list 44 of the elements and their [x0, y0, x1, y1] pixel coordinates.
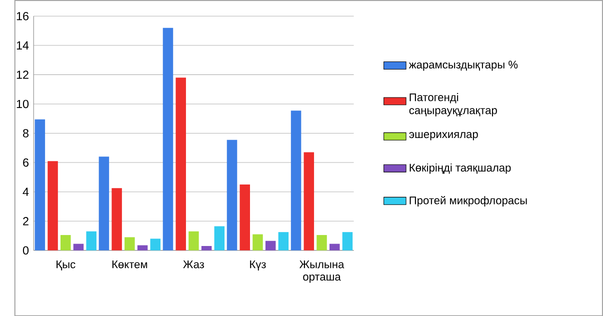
y-tick-label: 4 — [22, 188, 29, 196]
bar — [112, 188, 122, 250]
bar — [252, 234, 263, 250]
bar — [304, 152, 314, 250]
bar — [73, 244, 84, 250]
x-tick-label: Күз — [250, 260, 266, 270]
legend-label: эшерихиялар — [409, 132, 478, 140]
x-tick-label: Жылына орташа — [299, 260, 344, 283]
bar — [226, 140, 238, 250]
legend-label: жарамсыздықтары % — [408, 60, 518, 71]
bar — [316, 234, 327, 250]
bar — [176, 77, 186, 250]
bar — [48, 160, 58, 250]
y-tick-label: 6 — [23, 158, 29, 167]
x-tick-label: Жаз — [183, 260, 204, 268]
bar — [98, 156, 110, 250]
y-tick-label: 8 — [23, 128, 29, 138]
bar — [201, 246, 212, 250]
y-tick-label: 14 — [16, 41, 29, 50]
legend-label: Протей микрофлорасы — [410, 196, 527, 206]
bar — [342, 232, 353, 250]
x-tick-label: Көктем — [112, 260, 148, 268]
bar — [150, 238, 161, 250]
bar — [214, 226, 225, 250]
bar — [60, 234, 71, 250]
bar — [278, 232, 289, 250]
bar — [86, 231, 96, 250]
y-tick-label: 2 — [23, 216, 28, 226]
bar — [188, 231, 199, 250]
legend-label: Көкіріңді таяқшалар — [410, 163, 511, 174]
y-tick-label: 10 — [16, 100, 29, 108]
bar — [329, 244, 340, 250]
bar — [240, 184, 250, 250]
y-tick-label: 16 — [16, 12, 29, 20]
bar — [265, 240, 276, 250]
y-tick-label: 0 — [22, 246, 29, 254]
y-tick-label: 12 — [16, 70, 28, 79]
legend-label: Патогенді саңырауқұлақтар — [409, 92, 497, 116]
bar — [290, 110, 302, 250]
bar — [137, 245, 148, 250]
x-tick-label: Қыс — [56, 260, 76, 270]
bar — [124, 237, 135, 250]
bar — [34, 119, 46, 250]
bar — [162, 28, 174, 250]
